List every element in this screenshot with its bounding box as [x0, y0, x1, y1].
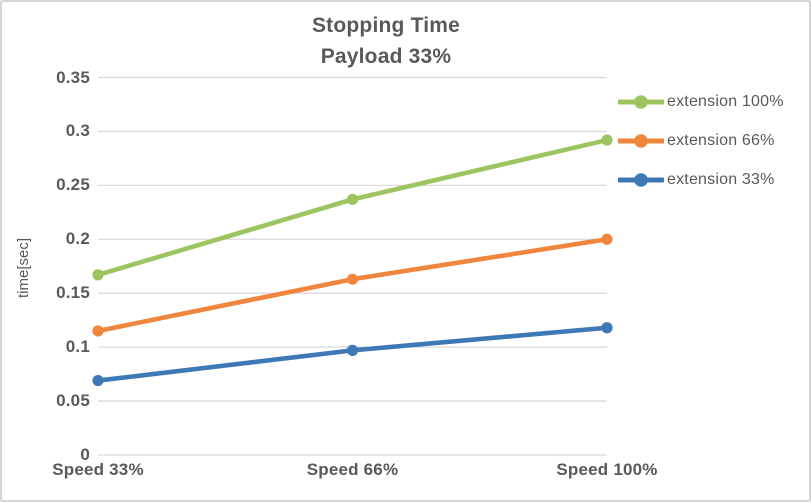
chart-title-line2: Payload 33%	[320, 45, 452, 68]
y-axis-tick-label: 0.1	[65, 337, 90, 357]
x-axis-tick-label: Speed 100%	[556, 460, 658, 479]
y-axis-tick-label: 0.3	[65, 121, 90, 141]
chart-title-line1: Stopping Time	[311, 14, 461, 37]
legend-entry: extension 66%	[618, 129, 784, 153]
data-point-marker	[92, 374, 104, 387]
data-point-marker	[92, 269, 104, 281]
chart-legend: extension 100% extension 66% extension 33%	[618, 90, 784, 192]
legend-entry: extension 100%	[618, 90, 784, 114]
data-point-marker	[346, 193, 359, 205]
x-axis-tick-label: Speed 33%	[52, 460, 144, 479]
legend-label: extension 33%	[667, 171, 775, 188]
data-point-marker	[601, 322, 613, 334]
y-axis-tick-label: 0	[80, 445, 90, 464]
legend-line-marker-icon	[618, 134, 664, 148]
data-point-marker	[346, 273, 359, 285]
y-axis-tick-label: 0.15	[56, 283, 90, 303]
data-point-marker	[92, 325, 104, 337]
data-point-marker	[601, 134, 613, 146]
legend-label: extension 100%	[667, 93, 784, 110]
series-line	[95, 137, 610, 278]
legend-line-marker-icon	[618, 95, 664, 109]
legend-label: extension 66%	[667, 132, 775, 149]
legend-entry: extension 33%	[618, 168, 784, 192]
chart-title: Stopping Time Payload 33%	[2, 10, 770, 72]
y-axis-tick-label: 0.05	[56, 391, 90, 411]
x-axis-tick-label: Speed 66%	[306, 460, 399, 479]
data-point-marker	[346, 344, 359, 356]
y-axis-tick-label: 0.35	[56, 67, 90, 87]
y-axis-tick-label: 0.2	[65, 229, 90, 249]
y-axis-tick-label: 0.25	[56, 175, 90, 195]
data-point-marker	[601, 233, 613, 245]
legend-line-marker-icon	[618, 173, 664, 187]
